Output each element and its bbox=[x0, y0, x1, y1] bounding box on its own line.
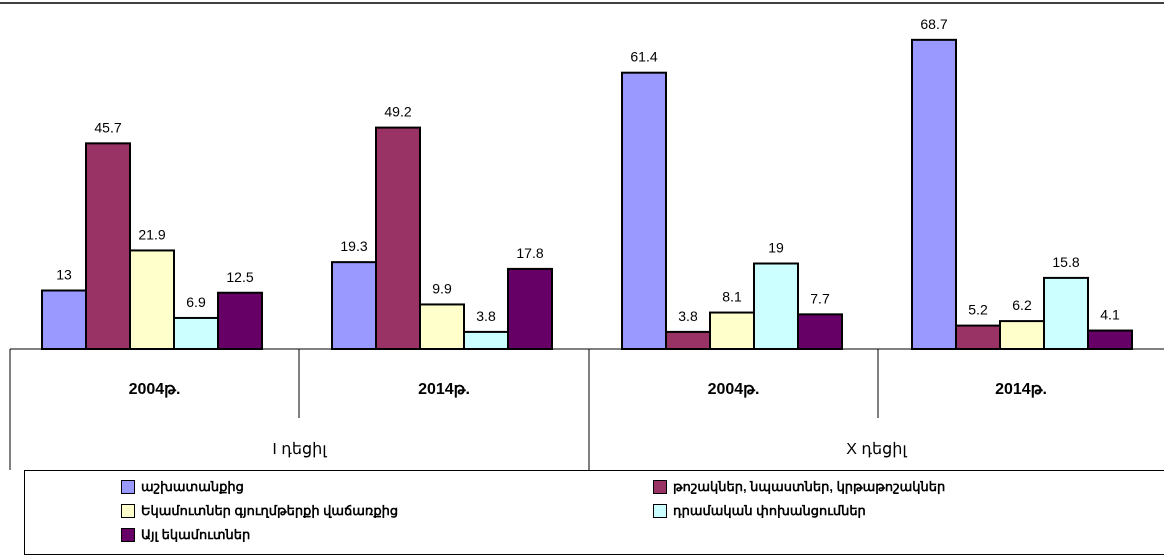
legend: աշխատանքից թոշակներ, նպաստներ, կրթաթոշակն… bbox=[24, 470, 1164, 555]
bar bbox=[1087, 329, 1133, 350]
bar bbox=[797, 313, 843, 351]
bar bbox=[129, 249, 175, 350]
data-label: 5.2 bbox=[968, 302, 988, 318]
legend-label: թոշակներ, նպաստներ, կրթաթոշակներ bbox=[673, 479, 946, 494]
data-label: 21.9 bbox=[138, 226, 165, 242]
legend-swatch bbox=[121, 528, 135, 542]
data-label: 9.9 bbox=[432, 280, 452, 296]
bar bbox=[621, 71, 667, 350]
bar bbox=[217, 291, 263, 350]
data-label: 3.8 bbox=[476, 308, 496, 324]
data-label: 13 bbox=[56, 267, 72, 283]
group-label: I դեցիլ bbox=[272, 441, 327, 458]
data-label: 6.2 bbox=[1012, 297, 1032, 313]
legend-item: Եկամուտներ գյուղմթերքի վաճառքից bbox=[121, 501, 398, 521]
bar bbox=[709, 311, 755, 350]
legend-item: Այլ եկամուտներ bbox=[121, 525, 250, 545]
legend-item: դրամական փոխանցումներ bbox=[653, 501, 866, 521]
data-label: 68.7 bbox=[920, 16, 947, 32]
legend-swatch bbox=[121, 504, 135, 518]
data-label: 3.8 bbox=[678, 308, 698, 324]
data-label: 8.1 bbox=[722, 289, 742, 305]
bar bbox=[1043, 276, 1089, 350]
data-label: 12.5 bbox=[226, 269, 253, 285]
category-label: 2014թ. bbox=[995, 381, 1047, 398]
data-label: 4.1 bbox=[1100, 307, 1120, 323]
bar bbox=[911, 38, 957, 350]
legend-label: Եկամուտներ գյուղմթերքի վաճառքից bbox=[141, 503, 399, 518]
data-label: 17.8 bbox=[516, 245, 543, 261]
bar bbox=[419, 303, 465, 351]
data-label: 7.7 bbox=[810, 290, 830, 306]
data-label: 49.2 bbox=[384, 104, 411, 120]
category-label: 2004թ. bbox=[129, 381, 181, 398]
legend-item: թոշակներ, նպաստներ, կրթաթոշակներ bbox=[653, 477, 945, 497]
data-label: 45.7 bbox=[94, 119, 121, 135]
bar bbox=[41, 289, 87, 350]
legend-swatch bbox=[121, 480, 135, 494]
legend-label: աշխատանքից bbox=[141, 479, 244, 494]
bar bbox=[665, 330, 711, 350]
bar bbox=[85, 142, 131, 350]
legend-label: Այլ եկամուտներ bbox=[141, 527, 251, 542]
bar bbox=[955, 324, 1001, 351]
data-label: 19.3 bbox=[340, 238, 367, 254]
group-label: X դեցիլ bbox=[846, 441, 907, 458]
legend-swatch bbox=[653, 480, 667, 494]
category-axis: 2004թ. 2014թ. 2004թ. 2014թ. I դեցիլ X դեցիլ bbox=[9, 348, 1164, 470]
legend-item: աշխատանքից bbox=[121, 477, 244, 497]
legend-swatch bbox=[653, 504, 667, 518]
data-label: 19 bbox=[768, 240, 784, 256]
category-label: 2004թ. bbox=[708, 381, 760, 398]
legend-label: դրամական փոխանցումներ bbox=[673, 503, 866, 518]
data-label: 61.4 bbox=[630, 49, 657, 65]
category-label: 2014թ. bbox=[418, 381, 470, 398]
data-label: 6.9 bbox=[186, 294, 206, 310]
bar bbox=[375, 126, 421, 350]
bar bbox=[999, 320, 1045, 351]
bar bbox=[507, 267, 553, 350]
value-labels-layer: 13 19.3 61.4 68.7 45.7 49.2 3.8 5.2 21.9 9.9 8.1 6.… bbox=[56, 16, 1120, 324]
bar bbox=[331, 261, 377, 350]
data-label: 15.8 bbox=[1052, 254, 1079, 270]
bar bbox=[753, 262, 799, 350]
bar bbox=[173, 316, 219, 351]
bars-layer bbox=[41, 38, 1133, 351]
bar bbox=[463, 330, 509, 350]
